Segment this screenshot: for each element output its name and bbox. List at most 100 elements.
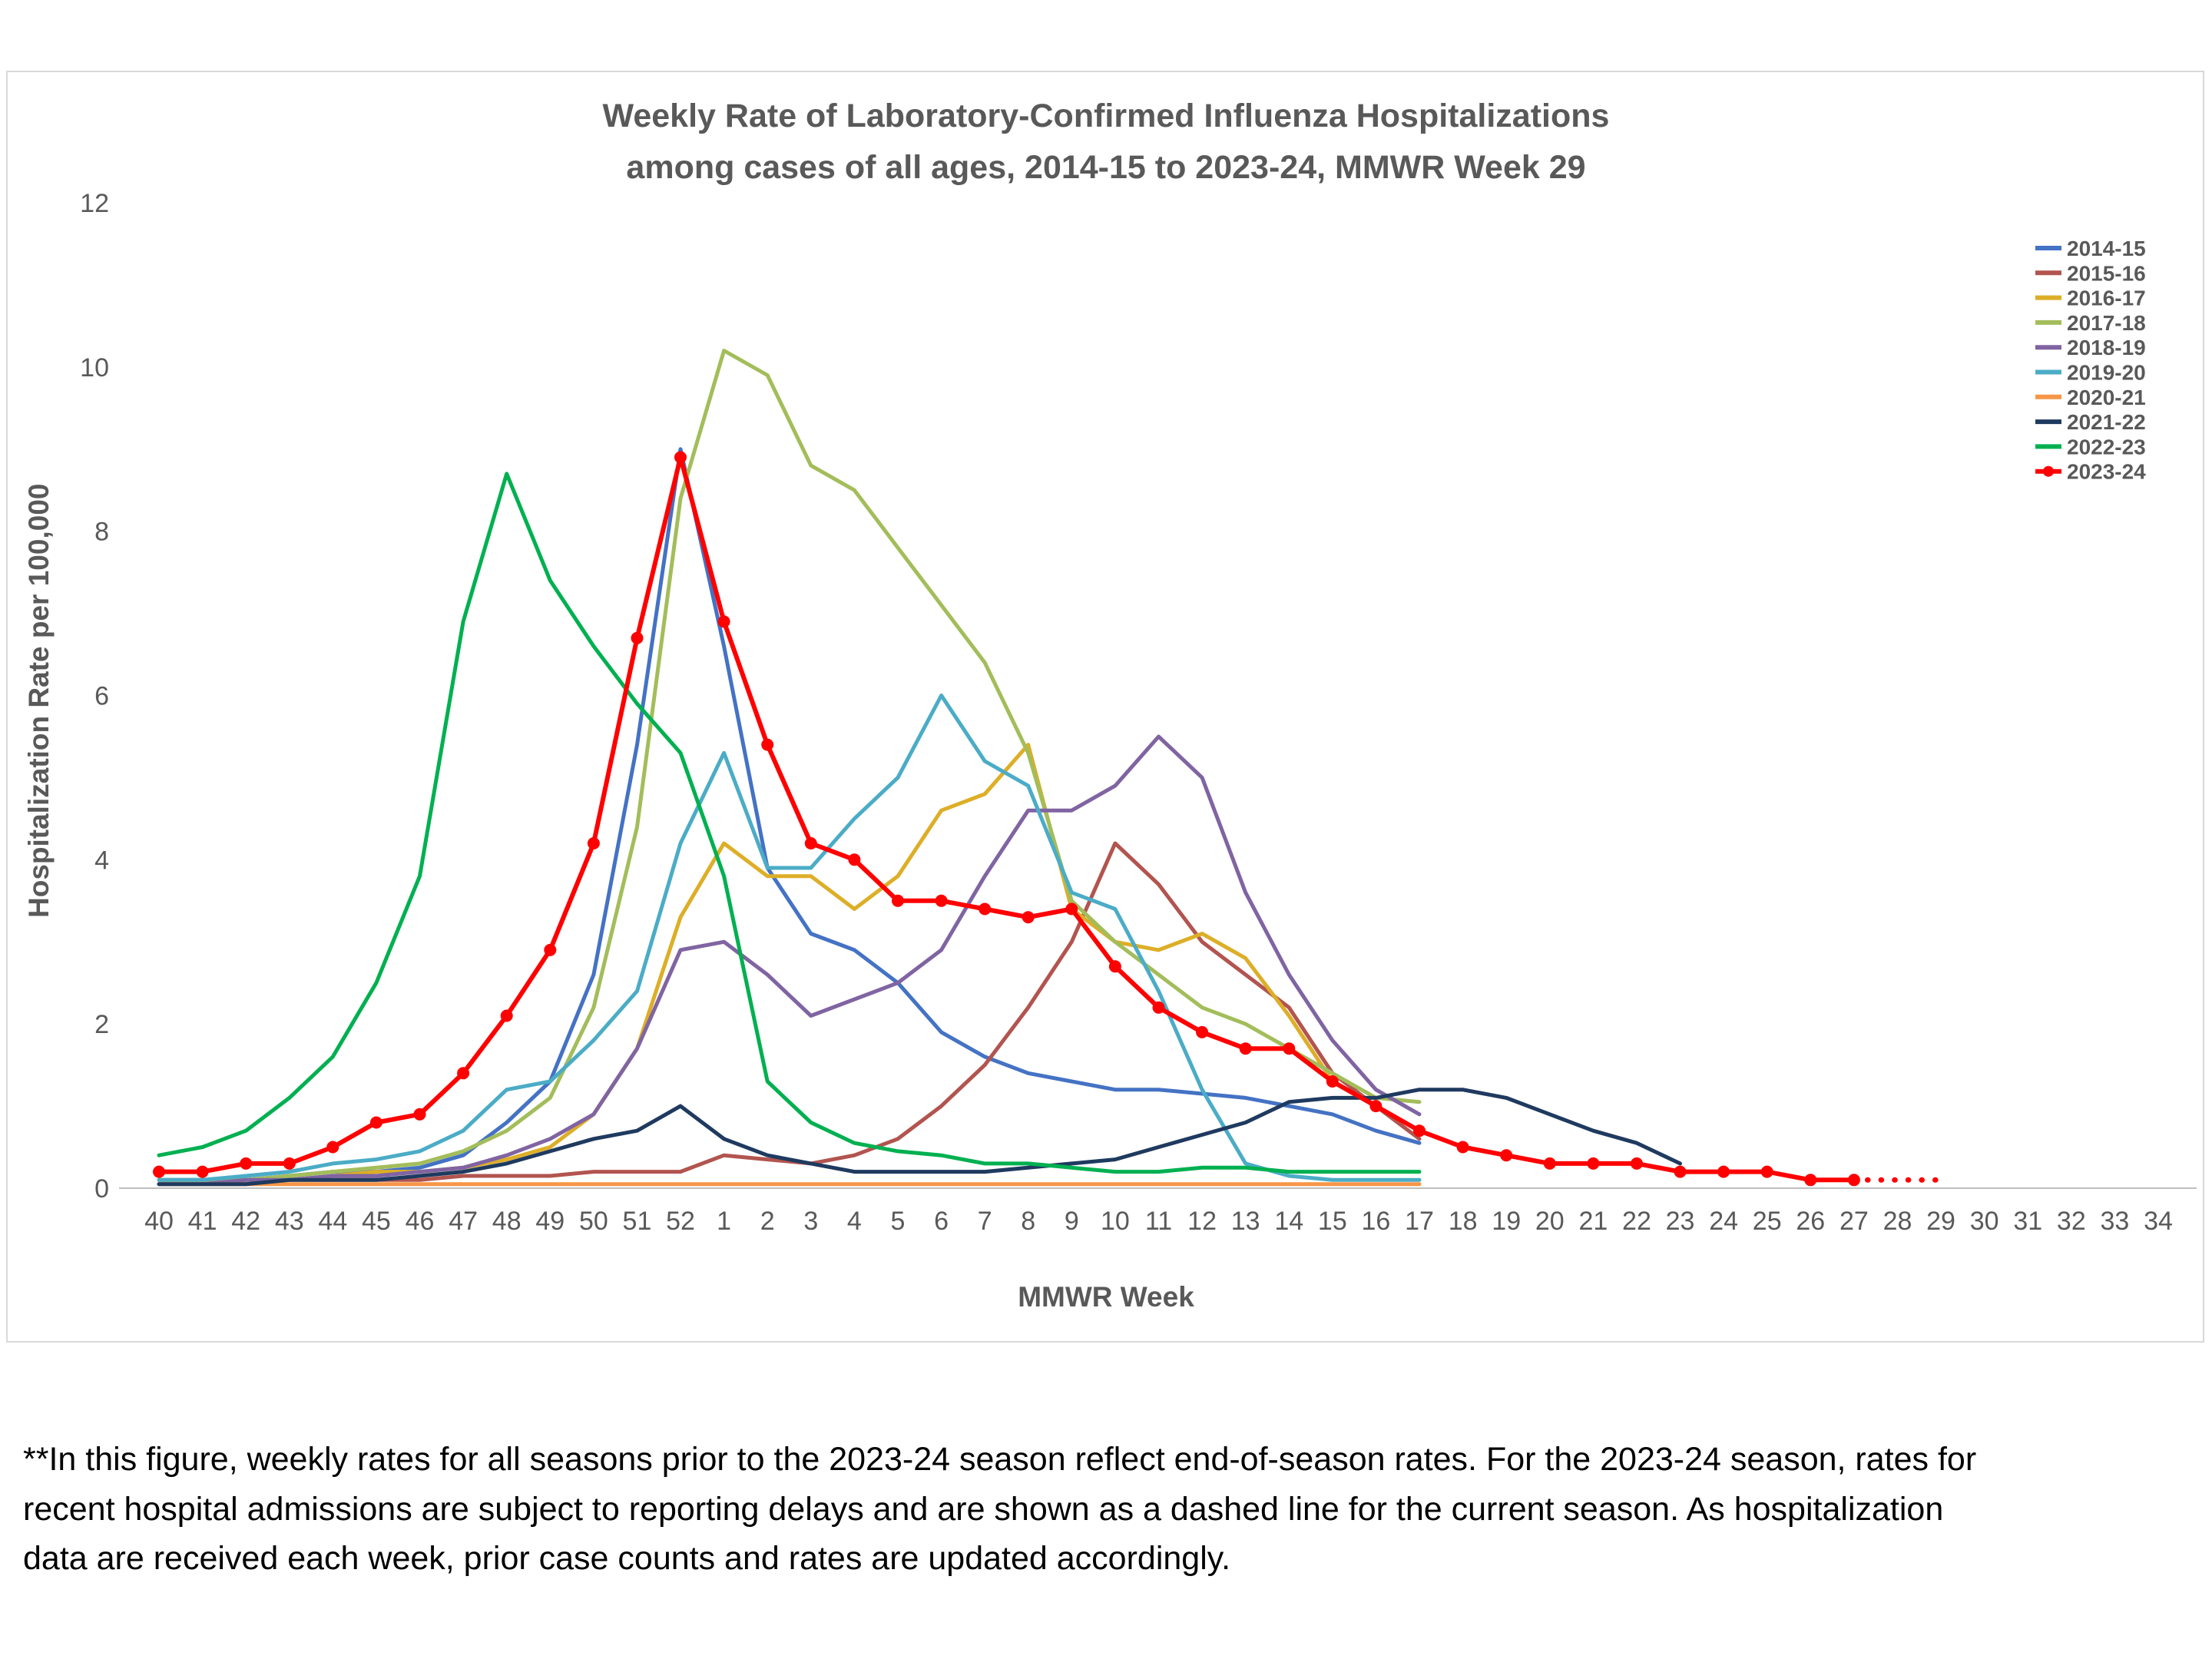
legend-item-2015-16: 2015-16 xyxy=(2035,261,2146,285)
data-point-marker xyxy=(1283,1042,1296,1055)
series-2016-17 xyxy=(157,743,1422,1187)
x-axis-title: MMWR Week xyxy=(1018,1281,1194,1313)
legend-label: 2020-21 xyxy=(2067,386,2146,409)
data-point-marker xyxy=(717,615,730,628)
x-tick-label: 1 xyxy=(717,1207,731,1236)
data-point-marker xyxy=(1543,1157,1556,1170)
x-tick-label: 11 xyxy=(1145,1207,1172,1236)
x-tick-label: 45 xyxy=(362,1207,391,1236)
x-tick-label: 25 xyxy=(1753,1207,1782,1236)
legend-label: 2022-23 xyxy=(2067,435,2146,459)
legend-item-2022-23: 2022-23 xyxy=(2035,435,2146,459)
x-tick-label: 27 xyxy=(1839,1207,1869,1236)
x-tick-label: 10 xyxy=(1101,1207,1130,1236)
legend-label: 2018-19 xyxy=(2067,336,2146,359)
data-point-marker xyxy=(1456,1141,1469,1154)
x-tick-label: 6 xyxy=(934,1207,949,1236)
data-point-marker xyxy=(1717,1165,1730,1178)
data-point-marker xyxy=(1022,911,1035,924)
data-point-marker xyxy=(979,902,992,916)
chart-title-line2: among cases of all ages, 2014-15 to 2023… xyxy=(626,148,1586,186)
legend-label: 2015-16 xyxy=(2067,261,2146,285)
data-point-marker xyxy=(1239,1042,1252,1055)
y-tick-label: 8 xyxy=(94,518,109,547)
x-tick-label: 13 xyxy=(1231,1207,1260,1236)
data-point-marker xyxy=(544,943,557,956)
y-tick-label: 2 xyxy=(94,1010,109,1039)
chart: 0 2 4 6 8 10 12 40 41 42 43 44 45 46 47 48 49 50 51 52 1 2 3 4 5… xyxy=(6,71,2204,1343)
chart-title: Weekly Rate of Laboratory-Confirmed Infl… xyxy=(0,91,2212,193)
data-point-marker xyxy=(500,1009,513,1022)
x-tick-label: 44 xyxy=(318,1207,347,1236)
x-tick-label: 19 xyxy=(1492,1207,1521,1236)
y-tick-label: 4 xyxy=(94,846,109,875)
data-point-marker xyxy=(1500,1149,1513,1162)
data-point-marker xyxy=(1804,1174,1817,1187)
series-2018-19 xyxy=(157,734,1422,1187)
data-point-marker xyxy=(1196,1025,1209,1038)
data-point-marker xyxy=(1413,1124,1426,1137)
x-tick-label: 18 xyxy=(1449,1207,1478,1236)
x-tick-label: 42 xyxy=(231,1207,260,1236)
legend-marker xyxy=(2043,465,2054,477)
data-point-marker xyxy=(240,1157,253,1170)
data-point-marker xyxy=(457,1067,470,1080)
x-tick-label: 22 xyxy=(1622,1207,1651,1236)
x-tick-label: 31 xyxy=(2013,1207,2042,1236)
series-2022-23 xyxy=(157,472,1422,1174)
x-tick-label: 8 xyxy=(1021,1207,1035,1236)
legend-item-2023-24: 2023-24 xyxy=(2035,460,2146,484)
data-point-marker xyxy=(587,837,600,849)
x-tick-label: 47 xyxy=(449,1207,478,1236)
y-axis-title: Hospitalization Rate per 100,000 xyxy=(23,483,55,918)
x-tick-label: 20 xyxy=(1535,1207,1565,1236)
data-point-marker xyxy=(326,1141,339,1154)
x-tick-label: 41 xyxy=(188,1207,217,1236)
legend-item-2020-21: 2020-21 xyxy=(2035,386,2146,409)
legend-label: 2023-24 xyxy=(2067,460,2146,484)
data-point-marker xyxy=(761,738,774,751)
legend-label: 2014-15 xyxy=(2067,237,2146,260)
x-tick-label: 9 xyxy=(1065,1207,1079,1236)
x-tick-label: 34 xyxy=(2144,1207,2173,1236)
data-point-marker xyxy=(1152,1001,1165,1014)
x-tick-label: 15 xyxy=(1318,1207,1347,1236)
data-point-marker xyxy=(1108,960,1121,973)
x-tick-label: 32 xyxy=(2057,1207,2086,1236)
x-tick-label: 50 xyxy=(579,1207,608,1236)
x-tick-label: 16 xyxy=(1362,1207,1391,1236)
data-point-marker xyxy=(1587,1157,1600,1170)
x-tick-label: 40 xyxy=(144,1207,174,1236)
data-point-marker xyxy=(283,1157,296,1170)
data-point-marker xyxy=(1326,1075,1339,1088)
series-2014-15 xyxy=(157,447,1422,1182)
data-point-marker xyxy=(369,1116,382,1129)
footnote: **In this figure, weekly rates for all s… xyxy=(23,1441,1977,1577)
x-tick-label: 48 xyxy=(492,1207,522,1236)
y-tick-label: 12 xyxy=(80,189,109,218)
x-tick-label: 12 xyxy=(1187,1207,1217,1236)
data-point-marker xyxy=(1760,1165,1773,1178)
x-tick-label: 23 xyxy=(1666,1207,1695,1236)
x-tick-label: 43 xyxy=(275,1207,304,1236)
x-tick-label: 52 xyxy=(666,1207,695,1236)
x-tick-label: 30 xyxy=(1970,1207,1999,1236)
x-tick-label: 51 xyxy=(623,1207,652,1236)
chart-title-line1: Weekly Rate of Laboratory-Confirmed Infl… xyxy=(602,98,1610,134)
legend-item-2016-17: 2016-17 xyxy=(2035,286,2146,310)
data-point-marker xyxy=(196,1165,209,1178)
data-point-marker xyxy=(153,1165,165,1178)
legend-item-2018-19: 2018-19 xyxy=(2035,336,2146,359)
legend-label: 2021-22 xyxy=(2067,410,2146,434)
x-tick-label: 28 xyxy=(1883,1207,1912,1236)
x-tick-label: 26 xyxy=(1796,1207,1825,1236)
data-point-marker xyxy=(631,631,644,644)
x-tick-label: 17 xyxy=(1405,1207,1434,1236)
legend-label: 2017-18 xyxy=(2067,311,2146,335)
y-tick-label: 10 xyxy=(80,353,109,382)
legend-label: 2016-17 xyxy=(2067,286,2146,310)
x-tick-label: 49 xyxy=(535,1207,565,1236)
series-2021-22 xyxy=(157,1088,1682,1187)
series-2019-20 xyxy=(157,694,1422,1182)
